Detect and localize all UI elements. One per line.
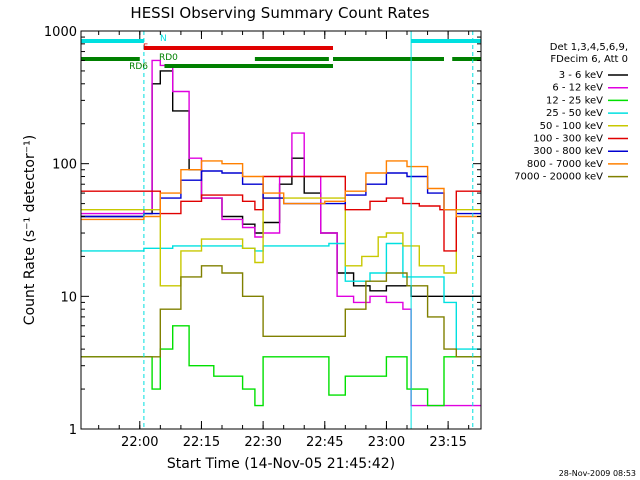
x-tick-label-2: 22:30 xyxy=(244,435,281,450)
legend-label-2: 12 - 25 keV xyxy=(546,95,603,106)
y-tick-label-1: 10 xyxy=(60,290,77,305)
y-axis-label: Count Rate (s⁻¹ detector⁻¹) xyxy=(22,135,38,325)
x-axis-label: Start Time (14-Nov-05 21:45:42) xyxy=(167,456,395,472)
x-tick-label-4: 23:00 xyxy=(368,435,405,450)
x-tick-label-0: 22:00 xyxy=(121,435,158,450)
legend-label-8: 7000 - 20000 keV xyxy=(514,172,603,183)
x-tick-label-1: 22:15 xyxy=(183,435,220,450)
series-line-0 xyxy=(81,70,481,297)
legend-label-1: 6 - 12 keV xyxy=(552,83,603,94)
legend-label-6: 300 - 800 keV xyxy=(533,146,603,157)
series-line-5 xyxy=(81,175,481,252)
legend-label-0: 3 - 6 keV xyxy=(559,70,603,81)
series-line-3 xyxy=(81,242,481,350)
legend-label-7: 800 - 7000 keV xyxy=(527,159,603,170)
series-line-8 xyxy=(81,265,481,358)
x-tick-label-5: 23:15 xyxy=(429,435,466,450)
x-tick-label-3: 22:45 xyxy=(306,435,343,450)
chart-title: HESSI Observing Summary Count Rates xyxy=(130,4,429,22)
legend-label-3: 25 - 50 keV xyxy=(546,108,603,119)
series-line-7 xyxy=(81,160,481,221)
flag-label-f: F xyxy=(143,43,148,53)
y-tick-label-2: 100 xyxy=(52,158,77,173)
flag-label-rd0: RD0 xyxy=(159,53,178,63)
footer-timestamp: 28-Nov-2009 08:53 xyxy=(559,469,636,478)
y-tick-label-3: 1000 xyxy=(44,25,77,40)
series-line-4 xyxy=(81,197,481,287)
legend-header-line-0: Det 1,3,4,5,6,9, xyxy=(550,42,628,53)
y-tick-label-0: 1 xyxy=(69,423,77,438)
plot-frame xyxy=(80,30,482,430)
legend-label-5: 100 - 300 keV xyxy=(533,134,603,145)
flag-label-rd6: RD6 xyxy=(129,62,148,72)
flag-label-n: N xyxy=(160,34,167,44)
legend-header-line-1: FDecim 6, Att 0 xyxy=(550,54,628,65)
legend-label-4: 50 - 100 keV xyxy=(540,121,604,132)
series-line-2 xyxy=(81,325,481,407)
series-line-1 xyxy=(81,59,481,407)
